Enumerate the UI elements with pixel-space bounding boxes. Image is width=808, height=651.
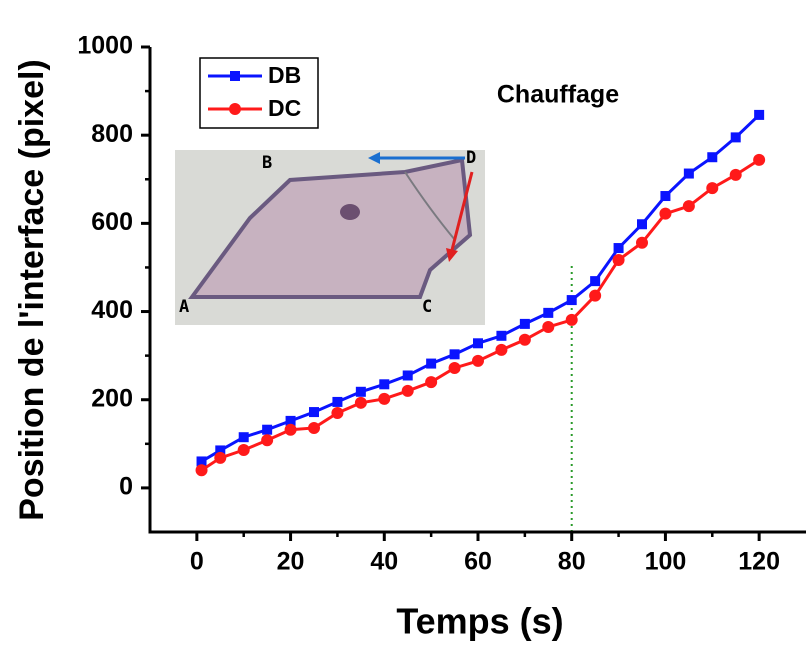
marker bbox=[682, 200, 695, 213]
marker bbox=[589, 289, 602, 302]
marker bbox=[683, 168, 694, 179]
y-tick-label: 1000 bbox=[77, 32, 133, 60]
x-tick-label: 100 bbox=[645, 548, 687, 576]
inset-label: B bbox=[262, 153, 272, 173]
marker bbox=[262, 424, 273, 435]
marker bbox=[729, 168, 742, 181]
marker bbox=[308, 421, 320, 434]
y-tick-label: 600 bbox=[91, 208, 133, 236]
marker bbox=[473, 338, 483, 349]
marker bbox=[660, 191, 671, 202]
x-tick-label: 20 bbox=[277, 548, 305, 576]
inset-label: D bbox=[466, 148, 476, 168]
x-axis-label: Temps (s) bbox=[396, 601, 563, 642]
marker bbox=[565, 313, 578, 326]
marker bbox=[754, 109, 765, 120]
marker bbox=[637, 219, 647, 230]
annotation: Chauffage bbox=[497, 81, 619, 109]
legend-label: DC bbox=[268, 95, 301, 121]
marker bbox=[237, 443, 250, 456]
marker bbox=[449, 349, 460, 360]
marker bbox=[636, 236, 648, 249]
legend-box bbox=[199, 57, 319, 129]
marker bbox=[238, 432, 249, 443]
marker bbox=[378, 392, 391, 405]
marker bbox=[518, 333, 531, 346]
marker bbox=[309, 407, 319, 418]
marker bbox=[425, 376, 438, 389]
x-tick-label: 0 bbox=[190, 548, 204, 576]
y-axis-label: Position de l'interface (pixel) bbox=[13, 59, 51, 521]
x-tick-label: 80 bbox=[558, 548, 586, 576]
marker bbox=[285, 415, 296, 426]
marker bbox=[196, 456, 207, 467]
marker bbox=[519, 318, 530, 329]
y-tick-label: 200 bbox=[91, 384, 133, 412]
marker bbox=[195, 464, 208, 477]
marker bbox=[659, 207, 672, 220]
marker bbox=[355, 386, 366, 397]
marker bbox=[753, 153, 766, 166]
legend-label: DB bbox=[268, 62, 301, 88]
x-tick-label: 120 bbox=[738, 548, 780, 576]
y-tick-label: 0 bbox=[119, 473, 133, 501]
marker bbox=[379, 379, 390, 390]
marker bbox=[495, 343, 508, 356]
marker bbox=[496, 330, 507, 341]
marker bbox=[730, 132, 741, 143]
marker bbox=[542, 320, 555, 333]
marker bbox=[612, 253, 625, 266]
marker bbox=[472, 354, 484, 367]
marker bbox=[543, 307, 554, 318]
marker bbox=[332, 396, 343, 407]
marker bbox=[229, 103, 241, 115]
x-tick-label: 40 bbox=[370, 548, 398, 576]
marker bbox=[354, 396, 367, 409]
x-tick-label: 60 bbox=[464, 548, 492, 576]
inset-label: C bbox=[422, 297, 432, 317]
marker bbox=[215, 445, 226, 456]
marker bbox=[284, 423, 297, 436]
marker bbox=[230, 71, 240, 81]
y-tick-label: 800 bbox=[91, 120, 133, 148]
marker bbox=[448, 361, 461, 374]
marker bbox=[402, 370, 413, 381]
marker bbox=[706, 182, 719, 195]
inset-label: A bbox=[179, 297, 189, 317]
marker bbox=[401, 384, 414, 397]
marker bbox=[590, 276, 601, 287]
marker bbox=[566, 295, 577, 306]
marker bbox=[426, 358, 437, 369]
y-tick-label: 400 bbox=[91, 296, 133, 324]
marker bbox=[261, 434, 274, 447]
marker bbox=[613, 243, 624, 254]
marker bbox=[331, 406, 344, 419]
marker bbox=[707, 152, 718, 163]
inset-image: A B C D bbox=[175, 148, 485, 325]
marker bbox=[214, 451, 227, 464]
